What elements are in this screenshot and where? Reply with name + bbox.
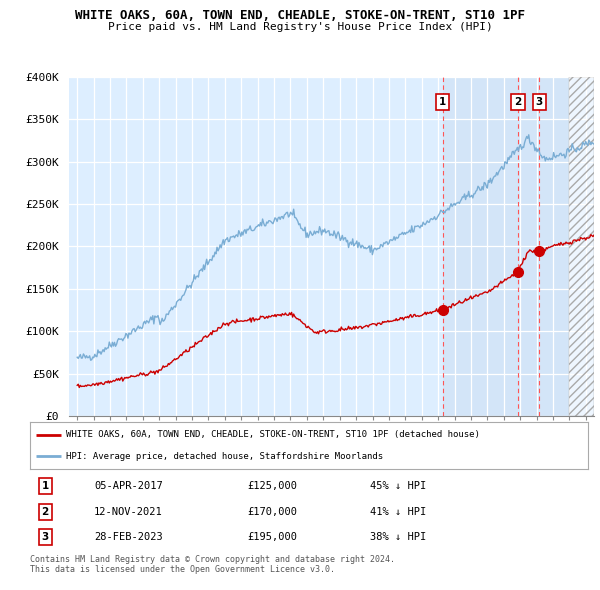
Text: Contains HM Land Registry data © Crown copyright and database right 2024.
This d: Contains HM Land Registry data © Crown c… xyxy=(30,555,395,574)
Text: £195,000: £195,000 xyxy=(248,532,298,542)
Text: 2: 2 xyxy=(41,507,49,517)
Text: 41% ↓ HPI: 41% ↓ HPI xyxy=(370,507,427,517)
Text: £170,000: £170,000 xyxy=(248,507,298,517)
Text: 12-NOV-2021: 12-NOV-2021 xyxy=(94,507,163,517)
Text: Price paid vs. HM Land Registry's House Price Index (HPI): Price paid vs. HM Land Registry's House … xyxy=(107,22,493,32)
Text: 45% ↓ HPI: 45% ↓ HPI xyxy=(370,481,427,491)
Text: 28-FEB-2023: 28-FEB-2023 xyxy=(94,532,163,542)
Bar xyxy=(569,77,594,416)
Text: WHITE OAKS, 60A, TOWN END, CHEADLE, STOKE-ON-TRENT, ST10 1PF (detached house): WHITE OAKS, 60A, TOWN END, CHEADLE, STOK… xyxy=(66,430,480,439)
Text: 05-APR-2017: 05-APR-2017 xyxy=(94,481,163,491)
Text: 1: 1 xyxy=(439,97,446,107)
Bar xyxy=(569,77,594,416)
Text: WHITE OAKS, 60A, TOWN END, CHEADLE, STOKE-ON-TRENT, ST10 1PF: WHITE OAKS, 60A, TOWN END, CHEADLE, STOK… xyxy=(75,9,525,22)
Text: 2: 2 xyxy=(514,97,521,107)
Text: HPI: Average price, detached house, Staffordshire Moorlands: HPI: Average price, detached house, Staf… xyxy=(66,452,383,461)
Text: 3: 3 xyxy=(41,532,49,542)
Text: £125,000: £125,000 xyxy=(248,481,298,491)
Text: 38% ↓ HPI: 38% ↓ HPI xyxy=(370,532,427,542)
Text: 3: 3 xyxy=(536,97,543,107)
Text: 1: 1 xyxy=(41,481,49,491)
Bar xyxy=(443,77,569,416)
